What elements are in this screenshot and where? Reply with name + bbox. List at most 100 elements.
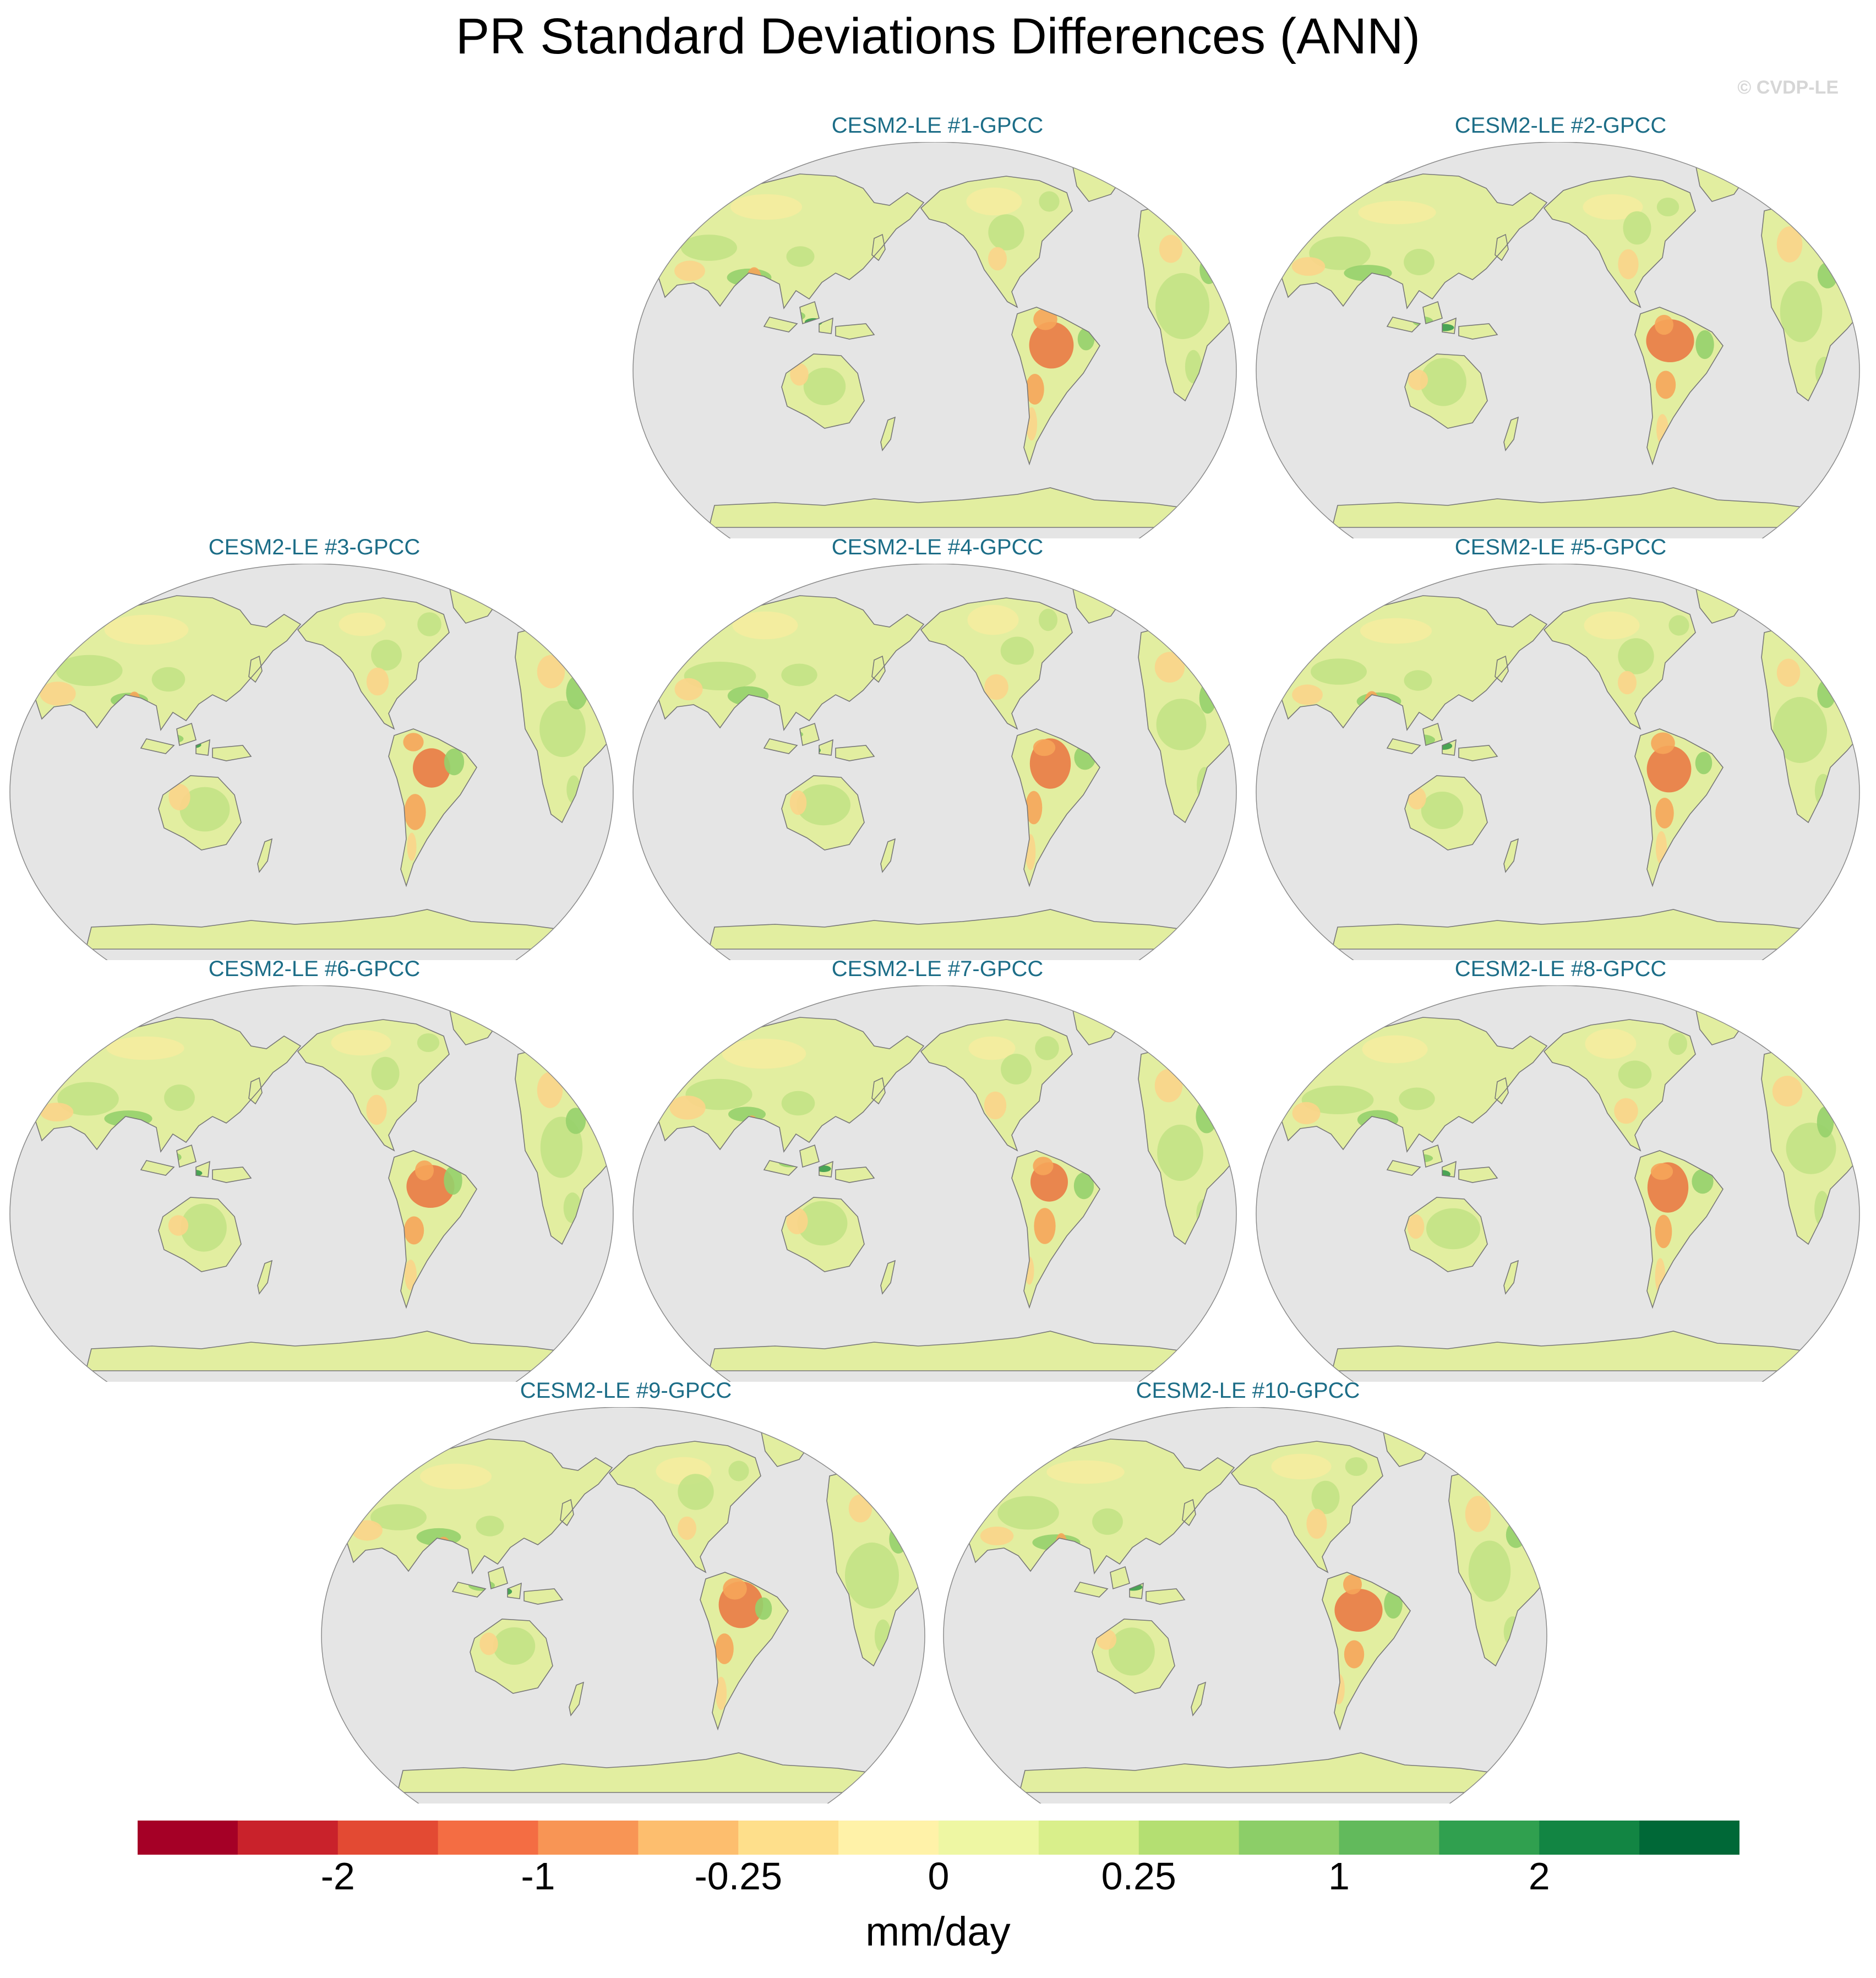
- anomaly-patch: [755, 1597, 772, 1620]
- anomaly-patch: [40, 682, 76, 706]
- anomaly-patch: [1420, 358, 1466, 406]
- coastline: [1634, 1150, 1724, 1309]
- anomaly-patch: [151, 667, 186, 692]
- coastline: [1442, 317, 1457, 334]
- land-mass: [249, 1078, 262, 1104]
- panel-title: CESM2-LE #7-GPCC: [831, 957, 1044, 981]
- land-mass: [347, 1439, 612, 1573]
- coastline: [920, 597, 1073, 730]
- map-panel: CESM2-LE #1-GPCC: [632, 113, 1243, 543]
- anomaly-patch: [1360, 618, 1432, 644]
- coastline: [1281, 595, 1548, 732]
- anomaly-patch: [565, 1108, 586, 1134]
- coastline: [1422, 301, 1443, 325]
- colorbar-box: [1138, 1821, 1240, 1855]
- colorbar-tick-label: 2: [1528, 1855, 1550, 1898]
- anomaly-patch: [786, 246, 815, 267]
- anomaly-patch: [403, 1216, 424, 1245]
- colorbar-box: [237, 1821, 339, 1855]
- anomaly-patch: [415, 1160, 434, 1181]
- colorbar-tick-label: 1: [1328, 1855, 1350, 1898]
- coastline: [1011, 728, 1100, 887]
- land-mass: [508, 1583, 521, 1599]
- anomaly-patch: [1358, 200, 1436, 225]
- anomaly-patch: [1614, 1098, 1638, 1124]
- land-mass: [524, 1589, 563, 1604]
- panel-title: CESM2-LE #9-GPCC: [520, 1378, 732, 1403]
- land-mass: [86, 1331, 565, 1371]
- anomaly-patch: [179, 787, 230, 832]
- anomaly-patch: [980, 1527, 1014, 1545]
- coastline: [1281, 1017, 1548, 1153]
- coastline: [1503, 838, 1519, 873]
- anomaly-patch: [1199, 255, 1218, 285]
- anomaly-patch: [997, 1496, 1059, 1530]
- coastline: [1092, 1619, 1175, 1694]
- anomaly-patch: [479, 1632, 498, 1655]
- coastline: [195, 1160, 210, 1178]
- land-mass: [1231, 1441, 1383, 1572]
- colorbar-box: [1539, 1821, 1640, 1855]
- world-map: [321, 1407, 925, 1803]
- coastline: [1386, 1160, 1421, 1176]
- land-mass: [872, 235, 885, 260]
- anomaly-patch: [1650, 1163, 1673, 1180]
- anomaly-patch: [786, 1208, 808, 1234]
- anomaly-patch: [1772, 1076, 1803, 1107]
- colorbar-tick-label: -0.25: [694, 1855, 783, 1898]
- panel-title: CESM2-LE #1-GPCC: [831, 113, 1044, 138]
- anomaly-patch: [493, 1627, 536, 1665]
- panel-title: CESM2-LE #10-GPCC: [1136, 1378, 1360, 1403]
- coastline: [1442, 739, 1457, 756]
- colorbar-box: [1639, 1821, 1739, 1855]
- land-mass: [196, 740, 210, 755]
- anomaly-patch: [1306, 1508, 1327, 1539]
- coastline: [1182, 1499, 1196, 1527]
- anomaly-patch: [797, 1201, 848, 1246]
- coastline: [140, 738, 175, 754]
- map-panel: CESM2-LE #8-GPCC: [1255, 957, 1866, 1386]
- coastline: [1011, 1150, 1100, 1309]
- coastline: [1634, 728, 1724, 887]
- anomaly-patch: [371, 1056, 400, 1091]
- land-mass: [872, 656, 885, 682]
- anomaly-patch: [1695, 751, 1713, 775]
- land-mass: [212, 745, 251, 761]
- anomaly-patch: [967, 604, 1019, 635]
- coastline: [1495, 233, 1509, 261]
- land-mass: [836, 1167, 874, 1183]
- anomaly-patch: [1345, 1457, 1368, 1476]
- panel-title: CESM2-LE #3-GPCC: [208, 535, 421, 559]
- coastline: [763, 317, 798, 333]
- land-mass: [1495, 235, 1508, 260]
- anomaly-patch: [1292, 1102, 1321, 1125]
- anomaly-patch: [371, 640, 402, 671]
- coastline: [781, 775, 865, 851]
- land-mass: [709, 1331, 1188, 1371]
- coastline: [880, 838, 896, 873]
- anomaly-patch: [722, 1038, 806, 1069]
- world-map: [632, 564, 1237, 960]
- coastline: [1281, 173, 1548, 310]
- anomaly-patch: [1039, 608, 1057, 631]
- anomaly-patch: [403, 733, 424, 751]
- coastline: [1404, 353, 1488, 429]
- land-mass: [658, 596, 924, 730]
- anomaly-patch: [889, 1524, 908, 1554]
- coastline: [880, 1260, 896, 1295]
- map-border: [9, 564, 614, 960]
- colorbar-box: [638, 1821, 739, 1855]
- panel-title: CESM2-LE #8-GPCC: [1454, 957, 1667, 981]
- coastline: [248, 655, 263, 683]
- land-mass: [1281, 1017, 1547, 1152]
- coastline: [248, 1077, 263, 1105]
- land-mass: [560, 1500, 574, 1525]
- coastline: [871, 233, 886, 261]
- coastline: [799, 301, 820, 325]
- anomaly-patch: [1109, 1627, 1155, 1676]
- coastline: [880, 416, 896, 451]
- anomaly-patch: [1000, 636, 1034, 665]
- land-mass: [1110, 1567, 1130, 1589]
- land-mass: [212, 1167, 251, 1183]
- coastline: [1634, 307, 1724, 466]
